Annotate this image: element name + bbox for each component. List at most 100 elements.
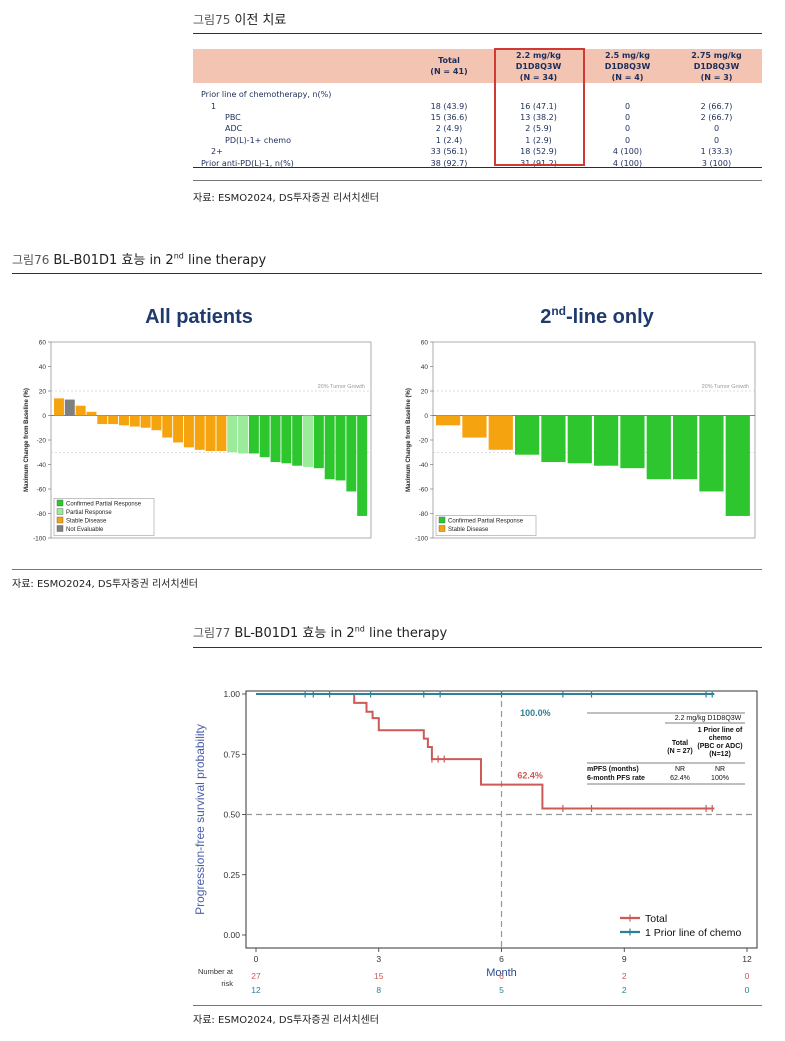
row-label: 1 xyxy=(211,101,217,111)
at-risk-prior1: 12 xyxy=(251,985,261,995)
chart1-bar xyxy=(118,415,129,426)
chart1-ytick-label: 40 xyxy=(39,364,47,371)
chart2-bar xyxy=(699,415,724,492)
inset-col2-head: 1 Prior line of xyxy=(698,727,743,734)
fig76-title: 그림76 BL-B01D1 효능 in 2nd line therapy xyxy=(12,249,266,268)
table-cell xyxy=(671,89,762,100)
fig76-source-rule xyxy=(12,569,762,570)
chart1-legend-box xyxy=(53,498,155,536)
chart2-bar xyxy=(725,415,750,516)
chart1-legend-swatch xyxy=(56,525,64,532)
fig77-title-tail: line therapy xyxy=(364,626,448,641)
fig76-top-rule xyxy=(12,273,762,274)
inset-cell: 62.4% xyxy=(670,775,690,782)
chart1-bar xyxy=(162,415,173,438)
chart1-bar xyxy=(54,398,64,416)
at-risk-label: Number at xyxy=(198,967,234,976)
chart1-ylabel: Maximum Change from Baseline (%) xyxy=(24,388,30,492)
table-row: 2+ 33 (56.1) 18 (52.9) 4 (100) 1 (33.3) xyxy=(193,146,762,157)
row-label: ADC xyxy=(225,124,243,134)
chart2-ytick-label: -20 xyxy=(419,438,429,445)
chart1-bar xyxy=(108,415,119,425)
table-cell: 18 (52.9) xyxy=(520,147,557,157)
fig77-title: 그림77 BL-B01D1 효능 in 2nd line therapy xyxy=(193,622,447,641)
table-cell: 1 (2.4) xyxy=(435,135,463,145)
chart2-bar xyxy=(462,415,487,438)
fig77-source: 자료: ESMO2024, DS투자증권 리서치센터 xyxy=(193,1015,379,1026)
inset-col2-head: (N=12) xyxy=(709,751,731,758)
waterfall-2nd-line: 60 40 20 0 -20 -40 -60 -80 -100 20% Tumor Growth M… xyxy=(406,340,756,543)
chart1-bar xyxy=(140,415,151,428)
table-cell: 33 (56.1) xyxy=(430,147,468,157)
table-cell: 4 (100) xyxy=(612,147,643,157)
table-row: Prior anti-PD(L)-1, n(%) 38 (92.7) 31 (9… xyxy=(193,157,762,168)
fig76-title-text: BL-B01D1 효능 in 2 xyxy=(53,253,174,268)
fig76-title-tail: line therapy xyxy=(183,253,267,268)
table-header-2-75mg: 2.75 mg/kg D1D8Q3W (N = 3) xyxy=(671,49,762,83)
at-risk-prior1: 0 xyxy=(745,985,750,995)
table-header-empty xyxy=(193,49,405,83)
chart2-title: 2nd-line only xyxy=(540,304,654,328)
chart1-legend-label: Stable Disease xyxy=(66,519,107,525)
chart1-bar xyxy=(216,415,227,452)
chart1-bar xyxy=(324,415,335,480)
chart1-ytick-label: -60 xyxy=(37,487,47,494)
inset-header: 2.2 mg/kg D1D8Q3W xyxy=(675,715,742,722)
chart2-ylabel: Maximum Change from Baseline (%) xyxy=(406,388,412,492)
chart1-bar xyxy=(238,415,249,454)
inset-col2-head: chemo xyxy=(709,735,732,742)
chart2-ytick-label: -40 xyxy=(419,462,429,469)
chart1-ref-label: 20% Tumor Growth xyxy=(318,384,365,390)
km-xtick-label: 12 xyxy=(742,954,752,964)
chart2-ytick-label: -100 xyxy=(415,536,428,543)
chart1-ytick-label: 60 xyxy=(39,340,47,347)
chart1-bar xyxy=(281,415,292,464)
km-xtick-label: 3 xyxy=(376,954,381,964)
chart1-bar xyxy=(303,415,313,467)
table-cell: 18 (43.9) xyxy=(430,101,468,111)
chart1-legend-swatch xyxy=(56,499,64,507)
fig76-title-sup: nd xyxy=(173,251,184,261)
table-cell: 2 (66.7) xyxy=(700,112,733,122)
km-xtick-label: 0 xyxy=(254,954,259,964)
chart1-bar xyxy=(270,415,281,463)
fig75-number: 그림75 xyxy=(193,13,231,27)
chart1-bar xyxy=(86,411,97,416)
at-risk-total: 0 xyxy=(745,971,750,981)
table-row: PD(L)-1+ chemo 1 (2.4) 1 (2.9) 0 0 xyxy=(193,135,762,146)
chart2-ytick-label: 0 xyxy=(424,413,428,420)
row-label: PD(L)-1+ chemo xyxy=(225,135,291,145)
at-risk-total: 6 xyxy=(499,971,504,981)
table-cell: 31 (91.2) xyxy=(520,158,557,168)
chart2-ytick-label: -60 xyxy=(419,487,429,494)
chart2-bar xyxy=(594,415,619,466)
chart1-bar xyxy=(64,399,75,416)
km-ytick-label: 1.00 xyxy=(223,689,240,699)
chart1-ytick-label: 20 xyxy=(39,389,47,396)
table-row: 1 18 (43.9) 16 (47.1) 0 2 (66.7) xyxy=(193,100,762,111)
chart2-legend-box xyxy=(435,515,537,536)
chart1-bar xyxy=(227,415,238,453)
table-cell xyxy=(405,89,493,100)
fig77-top-rule xyxy=(193,647,762,648)
table-row: PBC 15 (36.6) 13 (38.2) 0 2 (66.7) xyxy=(193,112,762,123)
chart1-legend-label: Not Evaluable xyxy=(66,527,104,533)
table-cell: 13 (38.2) xyxy=(520,112,557,122)
at-risk-prior1: 2 xyxy=(622,985,627,995)
fig77-title-sup: nd xyxy=(354,624,365,634)
km-xtick-label: 9 xyxy=(622,954,627,964)
chart2-bar xyxy=(515,415,540,455)
chart1-bar xyxy=(248,415,259,454)
chart1-bar xyxy=(194,415,205,450)
km-plot-frame xyxy=(245,690,758,949)
table-header-2-5mg: 2.5 mg/kg D1D8Q3W (N = 4) xyxy=(584,49,671,83)
km-legend-label: Total xyxy=(645,913,667,925)
inset-cell: NR xyxy=(675,766,685,773)
fig77-source-rule xyxy=(193,1005,762,1006)
chart1-bar xyxy=(183,415,194,448)
chart1-bar xyxy=(346,415,357,492)
km-xtick-label: 6 xyxy=(499,954,504,964)
chart1-legend-label: Partial Response xyxy=(66,510,112,516)
table-cell: 0 xyxy=(624,135,631,145)
chart2-legend-label: Stable Disease xyxy=(448,527,489,533)
